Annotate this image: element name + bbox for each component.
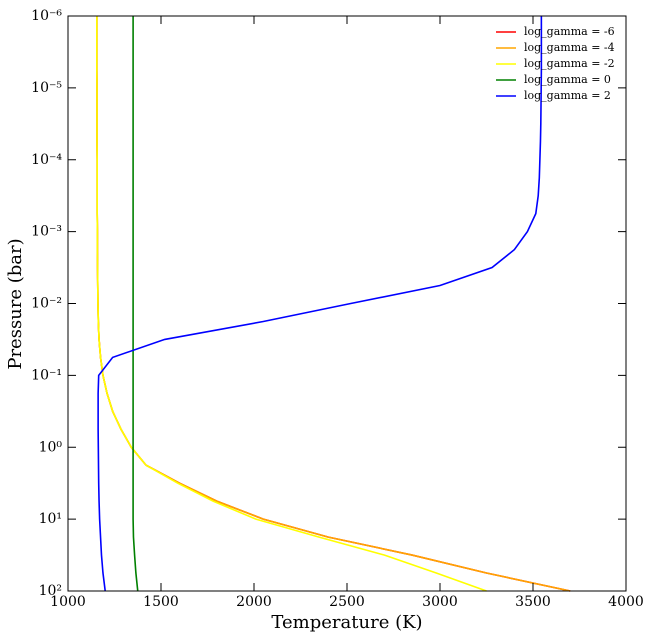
y-tick-label: 10¹ bbox=[39, 511, 62, 527]
x-tick-label: 4000 bbox=[608, 594, 644, 610]
x-tick-label: 1000 bbox=[50, 594, 86, 610]
line bbox=[132, 16, 139, 592]
y-tick-label: 10⁻³ bbox=[31, 224, 62, 240]
y-tick-label: 10² bbox=[39, 583, 62, 599]
y-tick-label: 10⁻¹ bbox=[31, 367, 62, 383]
x-tick-label: 2000 bbox=[236, 594, 272, 610]
line bbox=[96, 16, 571, 592]
y-tick-label: 10⁻⁶ bbox=[31, 8, 62, 24]
line bbox=[96, 16, 571, 592]
legend-label: log_gamma = 2 bbox=[524, 89, 611, 102]
y-tick-label: 10⁻⁵ bbox=[31, 80, 62, 96]
legend-label: log_gamma = -6 bbox=[524, 25, 615, 38]
legend-label: log_gamma = -2 bbox=[524, 57, 615, 70]
y-tick-label: 10⁻⁴ bbox=[31, 152, 62, 168]
legend-label: log_gamma = 0 bbox=[524, 73, 611, 86]
x-tick-label: 3000 bbox=[422, 594, 458, 610]
x-axis-label: Temperature (K) bbox=[271, 612, 422, 633]
line bbox=[96, 16, 487, 592]
line bbox=[97, 16, 543, 592]
x-tick-label: 3500 bbox=[515, 594, 551, 610]
y-tick-label: 10⁰ bbox=[39, 439, 63, 455]
legend-label: log_gamma = -4 bbox=[524, 41, 615, 54]
y-axis-label: Pressure (bar) bbox=[5, 238, 26, 369]
y-tick-label: 10⁻² bbox=[31, 296, 62, 312]
x-tick-label: 1500 bbox=[143, 594, 179, 610]
x-tick-label: 2500 bbox=[329, 594, 365, 610]
